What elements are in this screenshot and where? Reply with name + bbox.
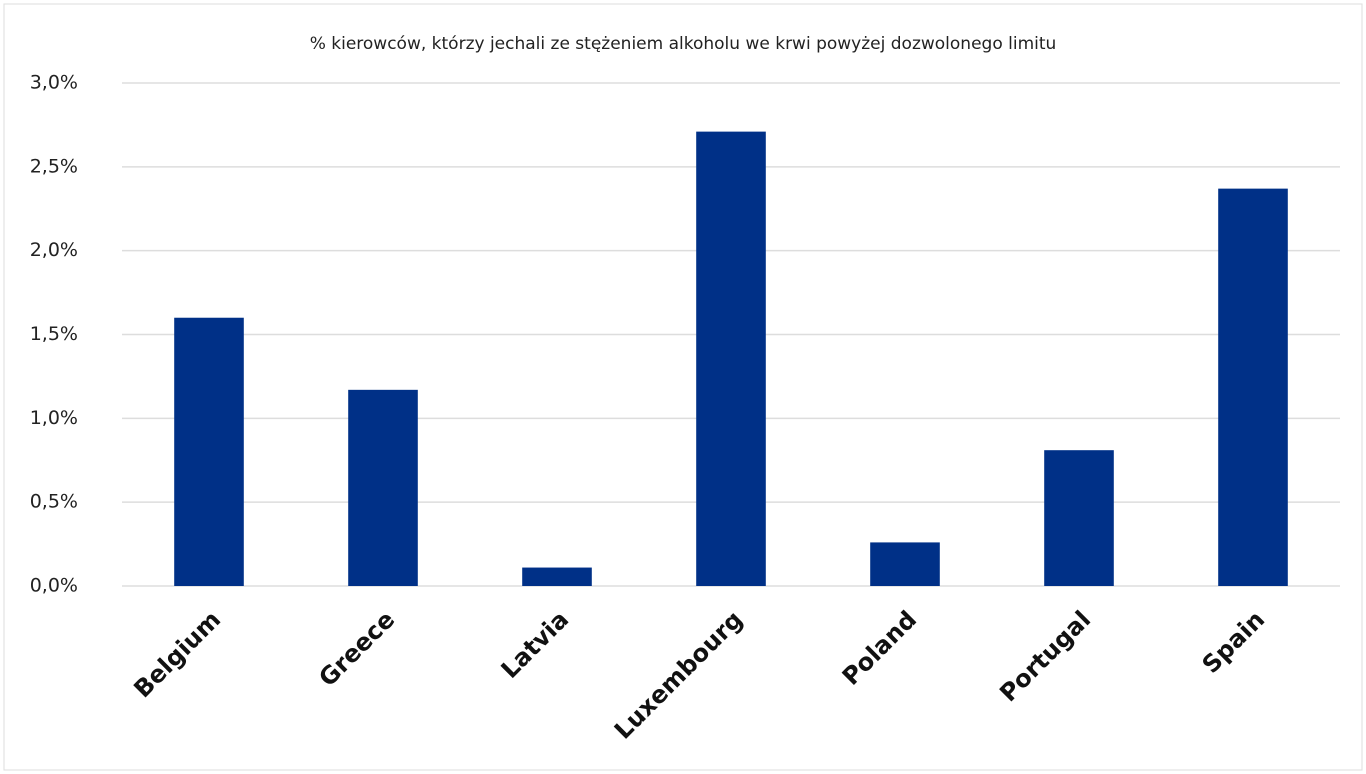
y-tick-label: 3,0% bbox=[30, 72, 78, 94]
y-tick-label: 1,0% bbox=[30, 407, 78, 429]
bar bbox=[1044, 450, 1114, 586]
bar bbox=[348, 389, 418, 586]
y-tick-label: 0,5% bbox=[30, 491, 78, 513]
y-tick-label: 0,0% bbox=[30, 575, 78, 597]
bar bbox=[174, 317, 244, 586]
bar bbox=[522, 567, 592, 586]
chart-title: % kierowców, którzy jechali ze stężeniem… bbox=[310, 34, 1057, 54]
y-tick-label: 2,5% bbox=[30, 155, 78, 177]
bar bbox=[696, 131, 766, 586]
bar bbox=[870, 542, 940, 586]
bar bbox=[1218, 188, 1288, 586]
y-tick-label: 2,0% bbox=[30, 239, 78, 261]
y-tick-label: 1,5% bbox=[30, 323, 78, 345]
